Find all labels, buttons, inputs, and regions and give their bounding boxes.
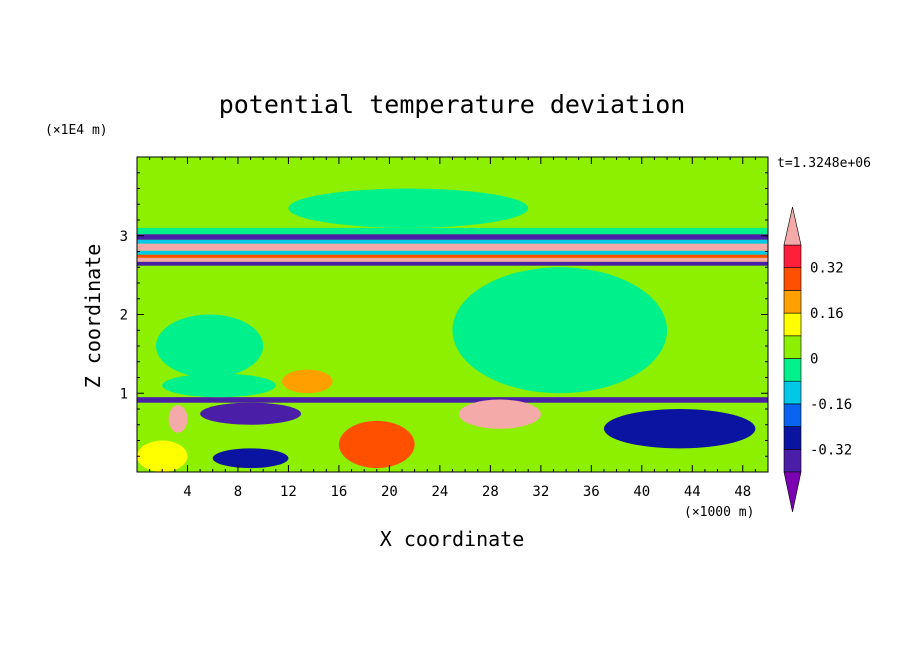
contour-blob (212, 448, 289, 469)
colorbar-tick-label: -0.16 (810, 397, 852, 413)
colorbar-min-arrow (783, 471, 802, 513)
contour-band (137, 239, 768, 244)
colorbar-tick-label: 0.32 (810, 261, 844, 277)
contour-blob (200, 402, 302, 425)
x-tick-label: 36 (583, 484, 600, 500)
x-tick-label: 16 (330, 484, 347, 500)
colorbar-band (783, 312, 802, 337)
colorbar-max-arrow (783, 206, 802, 246)
colorbar-band (783, 358, 802, 382)
y-axis-label: Z coordinate (81, 244, 105, 389)
contour-blob (338, 420, 415, 469)
contour-blob (137, 440, 188, 472)
x-unit-label: (×1000 m) (684, 505, 754, 520)
contour-blob (162, 373, 276, 398)
x-tick-label: 4 (183, 484, 191, 500)
contour-blob (168, 405, 188, 433)
colorbar: 0.32 0.16 0 -0.16 -0.32 (783, 206, 852, 513)
colorbar-tick-label: -0.32 (810, 442, 852, 458)
x-tick-label: 20 (381, 484, 398, 500)
colorbar-band (783, 380, 802, 405)
x-tick-label: 8 (234, 484, 242, 500)
contour-band (137, 227, 768, 235)
contour-blob (155, 314, 264, 378)
contour-band (137, 261, 768, 266)
colorbar-tick-label: 0 (810, 352, 818, 368)
x-tick-label: 24 (431, 484, 448, 500)
y-tick-label: 3 (120, 229, 128, 245)
contour-band (137, 250, 768, 255)
y-tick-label: 1 (120, 386, 128, 402)
x-axis: 4 8 12 16 20 24 28 32 36 40 44 48 (149, 157, 756, 500)
colorbar-band (783, 290, 802, 314)
x-tick-label: 48 (734, 484, 751, 500)
contour-band (137, 254, 768, 258)
contour-blob (282, 369, 333, 394)
x-tick-label: 28 (482, 484, 499, 500)
contour-field (137, 157, 768, 472)
colorbar-tick-label: 0.16 (810, 306, 844, 322)
contour-blob (603, 409, 756, 449)
colorbar-band (783, 335, 802, 359)
x-tick-label: 40 (633, 484, 650, 500)
colorbar-band (783, 244, 802, 269)
x-tick-label: 44 (684, 484, 701, 500)
y-axis: 1 2 3 (120, 172, 768, 457)
contour-band (137, 243, 768, 251)
y-tick-label: 2 (120, 308, 128, 324)
time-label: t=1.3248e+06 (777, 156, 871, 171)
plot-area: 4 8 12 16 20 24 28 32 36 40 44 48 123 (120, 156, 769, 500)
colorbar-band (783, 426, 802, 450)
contour-blob (288, 188, 529, 228)
chart-title: potential temperature deviation (219, 90, 686, 119)
contour-blob (452, 267, 668, 394)
x-axis-label: X coordinate (380, 527, 525, 551)
colorbar-band (783, 403, 802, 427)
contour-band (137, 397, 768, 403)
colorbar-band (783, 267, 802, 291)
x-tick-label: 32 (532, 484, 549, 500)
contour-band (137, 257, 768, 262)
contour-blob (458, 399, 541, 429)
colorbar-band (783, 448, 802, 473)
x-tick-label: 12 (280, 484, 297, 500)
contour-band (137, 234, 768, 240)
y-unit-label: (×1E4 m) (45, 123, 108, 138)
